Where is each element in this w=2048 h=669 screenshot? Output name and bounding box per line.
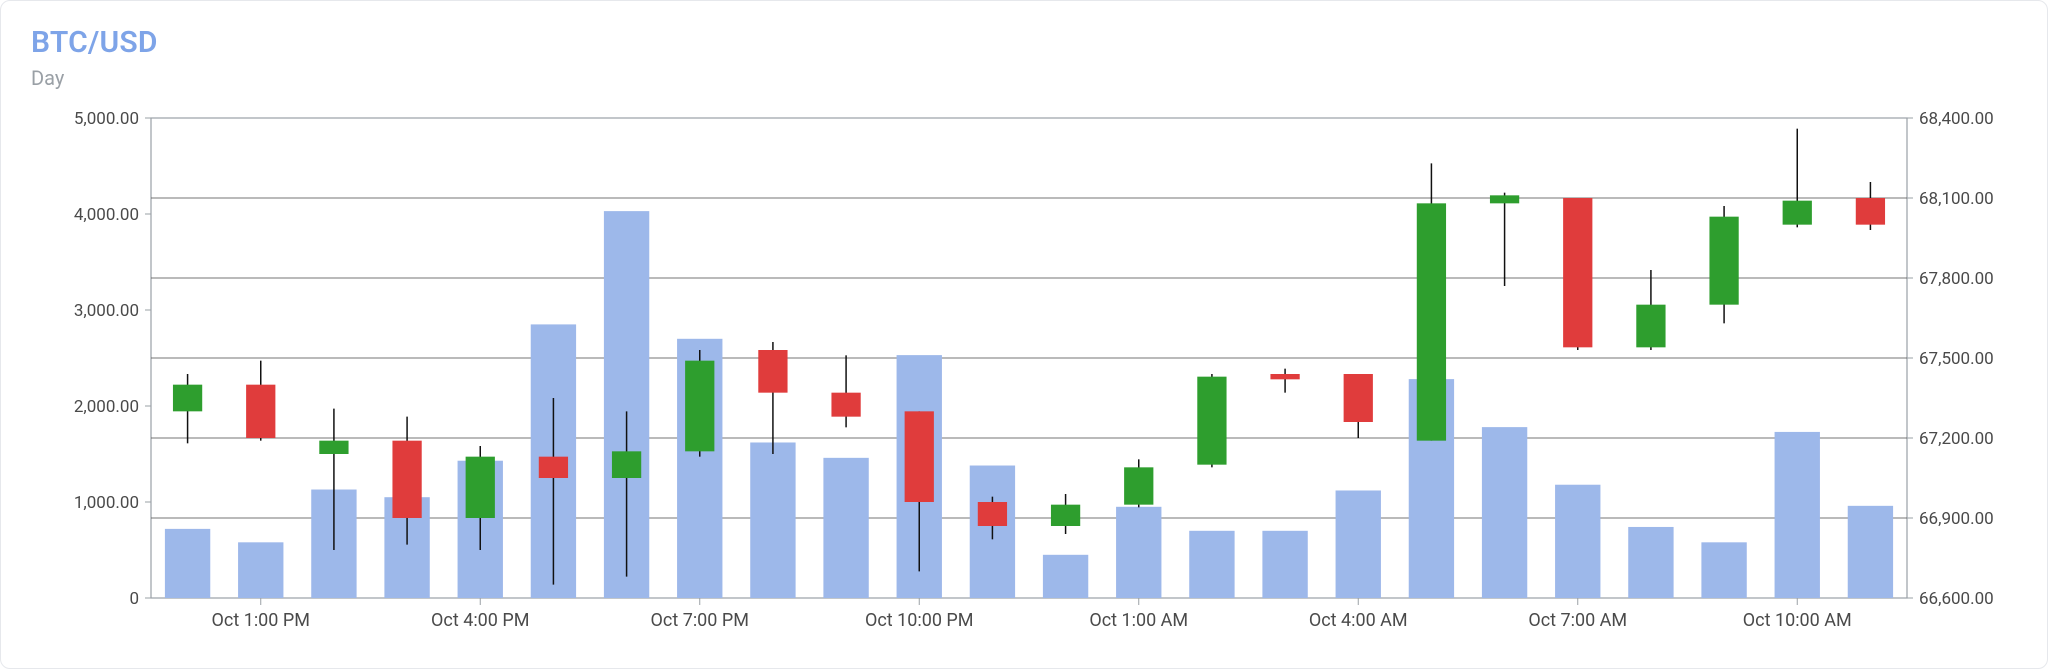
x-axis-label: Oct 10:00 AM — [1743, 610, 1852, 631]
price-axis-label: 66,900.00 — [1919, 509, 1994, 529]
volume-bar[interactable] — [165, 529, 210, 598]
candle-up[interactable] — [685, 361, 714, 452]
volume-bar[interactable] — [1555, 485, 1600, 598]
candlestick-chart[interactable]: 0 1,000.00 2,000.00 3,000.00 4,000.00 5,000.0… — [31, 108, 2017, 638]
volume-bar[interactable] — [1189, 531, 1234, 598]
x-axis-label: Oct 1:00 PM — [212, 610, 310, 631]
x-axis-label: Oct 4:00 PM — [431, 610, 529, 631]
x-axis-label: Oct 1:00 AM — [1089, 610, 1188, 631]
volume-bar[interactable] — [750, 442, 795, 598]
candle-down[interactable] — [1856, 198, 1885, 225]
volume-bar[interactable] — [1116, 507, 1161, 598]
volume-bar[interactable] — [1262, 531, 1307, 598]
volume-bar[interactable] — [1775, 432, 1820, 598]
x-axis-label: Oct 10:00 PM — [865, 610, 974, 631]
candle-up[interactable] — [466, 457, 495, 518]
candle-up[interactable] — [1051, 505, 1080, 526]
price-axis-label: 67,800.00 — [1919, 269, 1994, 289]
price-axis-label: 68,100.00 — [1919, 189, 1994, 209]
candle-down[interactable] — [978, 502, 1007, 526]
volume-axis-label: 2,000.00 — [74, 397, 139, 417]
candle-down[interactable] — [246, 385, 275, 438]
chart-card: BTC/USD Day 0 1,000.00 2,000.00 3,000.00 4,0… — [0, 0, 2048, 669]
candle-up[interactable] — [173, 385, 202, 412]
candle-down[interactable] — [1270, 374, 1299, 379]
candle-up[interactable] — [319, 441, 348, 454]
candle-up[interactable] — [1709, 217, 1738, 305]
candle-up[interactable] — [1417, 203, 1446, 440]
volume-bar[interactable] — [1043, 555, 1088, 598]
candle-down[interactable] — [831, 393, 860, 417]
volume-bar[interactable] — [1336, 490, 1381, 598]
chart-title: BTC/USD — [31, 25, 2017, 60]
volume-axis-label: 1,000.00 — [74, 493, 139, 513]
candle-down[interactable] — [905, 411, 934, 502]
volume-bar[interactable] — [823, 458, 868, 598]
volume-axis-label: 3,000.00 — [74, 301, 139, 321]
chart-subtitle: Day — [31, 66, 2017, 90]
candle-down[interactable] — [1344, 374, 1373, 422]
volume-axis-label: 4,000.00 — [74, 205, 139, 225]
candle-up[interactable] — [1197, 377, 1226, 465]
candle-down[interactable] — [1563, 198, 1592, 347]
price-axis-label: 66,600.00 — [1919, 589, 1994, 609]
candle-up[interactable] — [1490, 195, 1519, 203]
volume-bar[interactable] — [1482, 427, 1527, 598]
candle-up[interactable] — [1124, 467, 1153, 504]
x-axis-label: Oct 4:00 AM — [1309, 610, 1408, 631]
candle-up[interactable] — [1636, 305, 1665, 348]
x-axis-label: Oct 7:00 PM — [651, 610, 749, 631]
candle-down[interactable] — [539, 457, 568, 478]
price-axis-label: 67,500.00 — [1919, 349, 1994, 369]
chart-area[interactable]: 0 1,000.00 2,000.00 3,000.00 4,000.00 5,000.0… — [31, 108, 2017, 648]
candle-up[interactable] — [1783, 201, 1812, 225]
price-axis-label: 68,400.00 — [1919, 109, 1994, 129]
volume-axis-label: 0 — [129, 589, 139, 609]
candle-down[interactable] — [758, 350, 787, 393]
x-axis-label: Oct 7:00 AM — [1528, 610, 1627, 631]
volume-bar[interactable] — [1628, 527, 1673, 598]
volume-axis-label: 5,000.00 — [74, 109, 139, 129]
candle-up[interactable] — [612, 451, 641, 478]
volume-bar[interactable] — [238, 542, 283, 598]
price-axis-label: 67,200.00 — [1919, 429, 1994, 449]
volume-bar[interactable] — [1701, 542, 1746, 598]
candle-down[interactable] — [392, 441, 421, 518]
volume-bar[interactable] — [1848, 506, 1893, 598]
